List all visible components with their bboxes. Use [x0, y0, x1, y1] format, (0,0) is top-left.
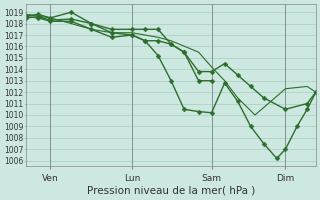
X-axis label: Pression niveau de la mer( hPa ): Pression niveau de la mer( hPa ): [87, 186, 255, 196]
